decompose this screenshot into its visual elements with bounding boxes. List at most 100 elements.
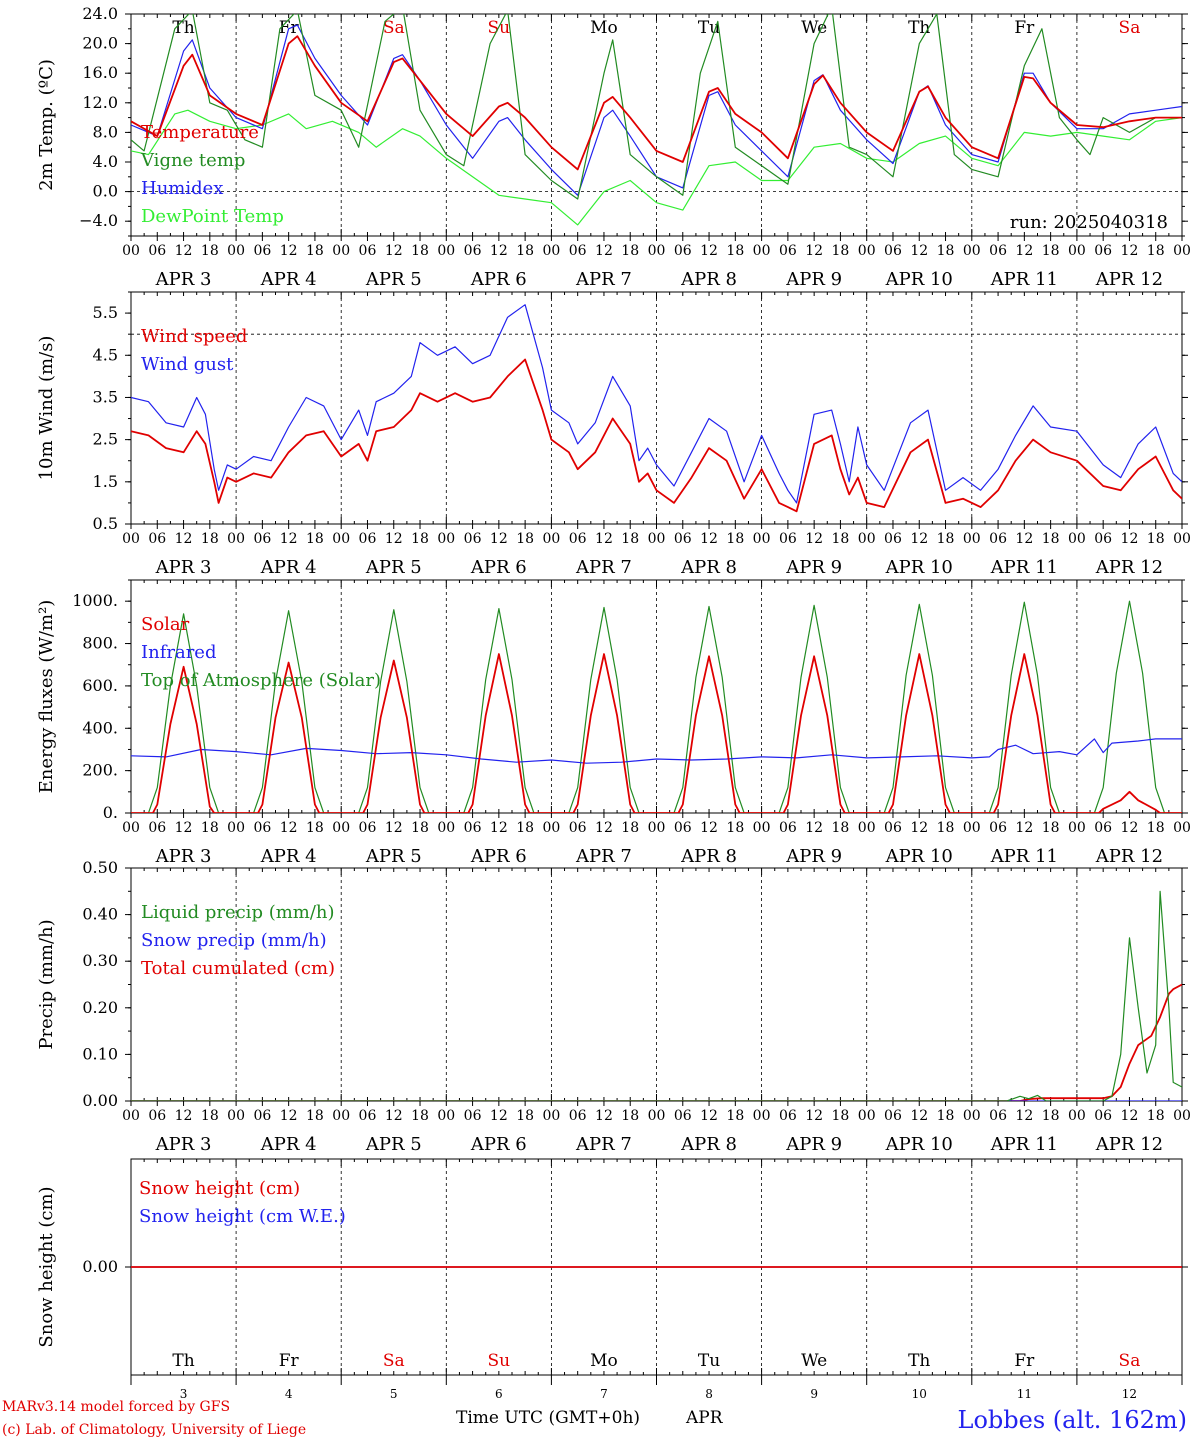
x-hour-label: 12 [805,243,823,259]
x-axis-title: Time UTC (GMT+0h) [456,1408,640,1428]
x-hour-label: 18 [201,1108,219,1124]
day-of-week-label: Sa [1119,18,1141,38]
x-hour-label: 12 [1015,243,1033,259]
x-hour-label: 12 [175,243,193,259]
x-date-label: APR 4 [260,269,317,290]
x-axis-month: APR [685,1408,724,1428]
x-hour-label: 00 [227,531,245,547]
x-hour-label: 18 [726,243,744,259]
panel-4: 0.00 0.10 0.20 0.30 0.40 0.50 Precip (mm/h) 00 0… [36,858,1191,1155]
x-date-label: APR 11 [990,269,1058,290]
x-date-label: APR 10 [885,269,953,290]
x-date-label: APR 5 [365,269,422,290]
x-hour-label: 00 [648,531,666,547]
x-hour-label: 00 [227,243,245,259]
legend-entry: DewPoint Temp [141,206,284,227]
x-hour-label: 06 [359,243,377,259]
x-hour-label: 06 [884,531,902,547]
x-hour-label: 00 [332,531,350,547]
y-tick-label: 8.0 [93,122,118,141]
x-hour-label: 00 [542,531,560,547]
x-hour-label: 12 [700,531,718,547]
y-tick-label: 0.00 [82,1257,118,1276]
x-hour-label: 12 [910,531,928,547]
x-hour-label: 00 [332,820,350,836]
legend-entry: Top of Atmosphere (Solar) [141,670,381,691]
x-hour-label: 00 [332,1108,350,1124]
series-line [131,983,1182,1101]
x-hour-label: 00 [648,1108,666,1124]
y-tick-label: 5.5 [93,303,118,322]
legend-entry: Snow height (cm) [139,1178,300,1199]
x-date-label: APR 11 [990,1134,1058,1155]
legend-entry: Snow height (cm W.E.) [139,1206,346,1227]
series-line [131,109,1182,226]
x-hour-label: 06 [359,1108,377,1124]
x-hour-label: 00 [227,1108,245,1124]
x-hour-label: 12 [805,820,823,836]
x-hour-label: 00 [858,531,876,547]
x-hour-label: 12 [1015,820,1033,836]
x-hour-label: 00 [648,243,666,259]
x-hour-label: 00 [753,531,771,547]
x-hour-label: 00 [122,531,140,547]
series-line [131,24,1182,196]
legend-entry: Liquid precip (mm/h) [141,902,335,923]
x-hour-label: 00 [542,820,560,836]
x-date-label: APR 10 [885,557,953,578]
x-hour-label: 12 [700,1108,718,1124]
day-of-week-label: Sa [1119,1351,1141,1371]
x-hour-label: 18 [832,820,850,836]
x-hour-label: 00 [648,820,666,836]
x-hour-label: 12 [910,243,928,259]
panel-1: −4.0 0.0 4.0 8.0 12.0 16.0 20.0 24.0 2m Temp. (º… [36,4,1191,290]
x-hour-label: 18 [621,1108,639,1124]
x-hour-label: 06 [148,1108,166,1124]
y-tick-label: 0.50 [82,858,118,877]
x-hour-label: 00 [437,1108,455,1124]
series-line [131,738,1182,764]
x-hour-label: 18 [516,531,534,547]
x-hour-label: 06 [148,820,166,836]
x-hour-label: 12 [490,820,508,836]
day-of-week-label: Th [908,1351,930,1371]
y-tick-label: 0.40 [82,905,118,924]
day-of-week-label: Mo [590,1351,618,1371]
x-date-label: APR 6 [470,557,527,578]
x-hour-label: 18 [411,1108,429,1124]
x-hour-label: 00 [753,243,771,259]
x-date-label: APR 8 [680,846,737,867]
x-date-number: 12 [1122,1387,1137,1401]
x-hour-label: 12 [595,531,613,547]
x-hour-label: 06 [148,531,166,547]
x-hour-label: 18 [1042,820,1060,836]
x-date-number: 10 [912,1387,927,1401]
x-hour-label: 18 [726,1108,744,1124]
x-date-number: 11 [1017,1387,1032,1401]
legend-entry: Snow precip (mm/h) [141,930,327,951]
day-of-week-label: Th [908,18,930,38]
x-hour-label: 00 [227,820,245,836]
x-hour-label: 12 [1015,531,1033,547]
x-hour-label: 12 [280,531,298,547]
x-hour-label: 06 [569,243,587,259]
x-hour-label: 06 [569,1108,587,1124]
series-group [131,304,1182,513]
panel-5: 0.00 Snow height (cm) Th Fr Sa Su Mo Tu We Th Fr Sa… [36,1158,1188,1401]
x-hour-label: 18 [306,531,324,547]
x-hour-label: 12 [175,820,193,836]
x-date-label: APR 8 [680,1134,737,1155]
x-hour-label: 06 [253,1108,271,1124]
x-date-label: APR 8 [680,557,737,578]
x-date-number: 7 [600,1387,608,1401]
x-hour-label: 06 [253,820,271,836]
y-tick-label: 0.20 [82,998,118,1017]
x-hour-label: 18 [411,243,429,259]
x-hour-label: 06 [674,1108,692,1124]
y-tick-label: 600. [82,676,118,695]
x-hour-label: 12 [280,820,298,836]
x-hour-label: 06 [253,243,271,259]
x-hour-label: 18 [621,243,639,259]
x-date-number: 9 [810,1387,818,1401]
x-hour-label: 00 [963,820,981,836]
